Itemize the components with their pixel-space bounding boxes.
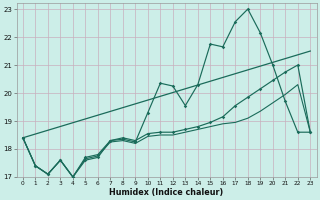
X-axis label: Humidex (Indice chaleur): Humidex (Indice chaleur) <box>109 188 224 197</box>
